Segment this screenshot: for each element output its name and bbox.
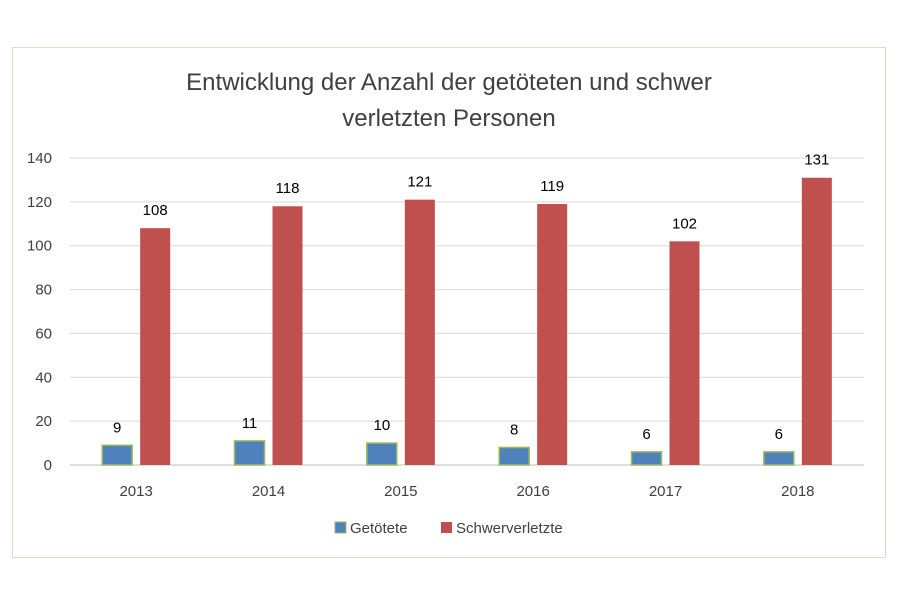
data-label: 9 <box>113 419 121 436</box>
legend-swatch <box>334 521 347 534</box>
bar-getoetete <box>101 444 133 466</box>
y-tick-label: 140 <box>27 150 52 167</box>
data-label: 6 <box>775 426 783 443</box>
data-label: 121 <box>407 174 432 191</box>
y-tick-label: 40 <box>35 369 52 386</box>
data-label: 119 <box>540 178 564 195</box>
data-label: 10 <box>373 417 390 434</box>
legend-label: Getötete <box>350 520 408 537</box>
x-tick-label: 2015 <box>384 483 417 500</box>
y-tick-label: 0 <box>44 457 52 474</box>
x-tick-label: 2016 <box>516 483 549 500</box>
bar-schwerverletzte <box>801 177 832 465</box>
x-tick-label: 2014 <box>252 483 285 500</box>
x-tick-label: 2018 <box>781 483 814 500</box>
y-tick-label: 20 <box>35 413 52 430</box>
data-label: 102 <box>672 215 697 232</box>
y-tick-label: 80 <box>35 282 52 299</box>
bar-schwerverletzte <box>669 241 700 465</box>
bar-getoetete <box>630 451 663 466</box>
data-label: 6 <box>642 426 650 443</box>
legend-label: Schwerverletzte <box>456 520 563 537</box>
data-label: 108 <box>143 202 168 219</box>
chart-title-line-1: Entwicklung der Anzahl der getöteten und… <box>186 69 712 96</box>
x-tick-label: 2013 <box>119 483 152 500</box>
bar-schwerverletzte <box>140 228 171 465</box>
data-label: 11 <box>242 415 258 432</box>
bar-schwerverletzte <box>537 204 568 466</box>
y-tick-label: 60 <box>35 325 52 342</box>
bar-getoetete <box>498 446 530 466</box>
data-label: 8 <box>510 421 518 438</box>
bar-schwerverletzte <box>404 199 435 465</box>
bar-getoetete <box>763 451 795 466</box>
y-tick-label: 100 <box>27 238 52 255</box>
legend-swatch <box>441 522 452 533</box>
bar-getoetete <box>233 440 266 466</box>
chart-title-line-2: verletzten Personen <box>342 105 555 132</box>
bar-schwerverletzte <box>272 206 303 465</box>
x-tick-label: 2017 <box>649 483 682 500</box>
y-tick-label: 120 <box>27 194 52 211</box>
data-label: 131 <box>804 152 829 169</box>
bar-getoetete <box>366 442 398 466</box>
data-label: 118 <box>276 180 300 197</box>
